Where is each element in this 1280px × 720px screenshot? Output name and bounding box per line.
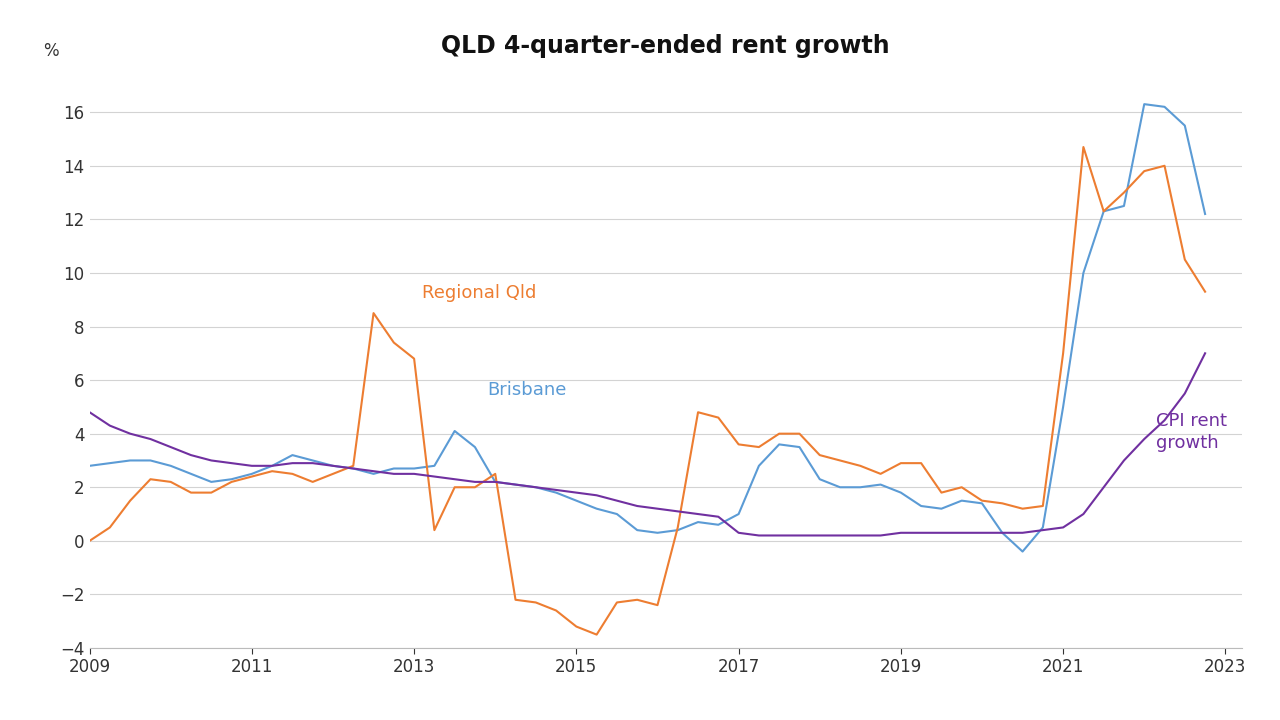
Title: QLD 4-quarter-ended rent growth: QLD 4-quarter-ended rent growth (442, 34, 890, 58)
Text: %: % (44, 42, 59, 60)
Text: Regional Qld: Regional Qld (422, 284, 536, 302)
Text: Brisbane: Brisbane (488, 381, 567, 399)
Text: CPI rent
growth: CPI rent growth (1156, 413, 1228, 452)
